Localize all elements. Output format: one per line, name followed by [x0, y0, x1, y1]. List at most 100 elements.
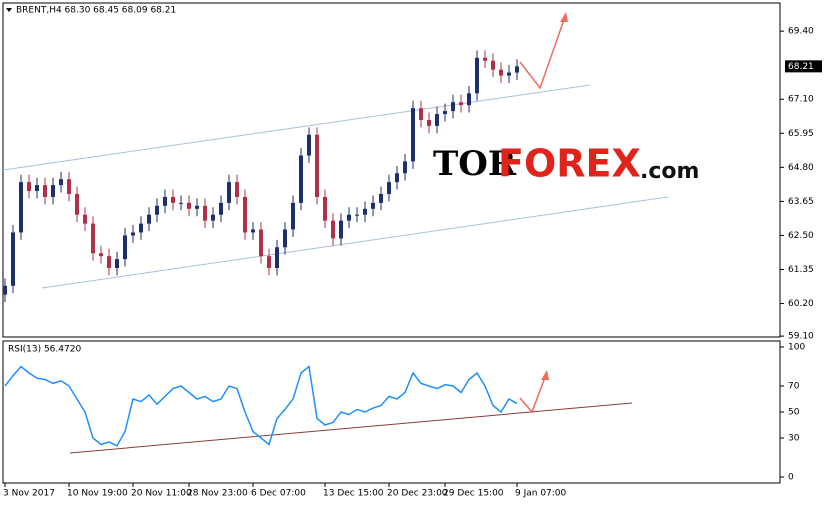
candle-body [91, 223, 95, 254]
x-tick-label: 20 Dec 23:00 [387, 489, 448, 499]
candle-body [75, 193, 79, 215]
rsi-trendline [69, 402, 633, 454]
y-tick-label: 64.80 [788, 163, 814, 173]
candle-body [51, 185, 55, 197]
candle-body [67, 179, 71, 194]
candle-body [123, 235, 127, 260]
y-tick-label: 0 [788, 473, 794, 483]
current-price-label: 68.21 [788, 62, 814, 72]
candle-body [147, 214, 151, 224]
candle-body [131, 232, 135, 236]
candle-body [411, 108, 415, 162]
candle-body [219, 202, 223, 215]
candle-body [515, 66, 519, 73]
channel-line [2, 84, 591, 171]
candle-body [363, 208, 367, 215]
watermark-part: .com [640, 159, 699, 184]
x-tick-label: 3 Nov 2017 [3, 489, 55, 499]
candle-body [155, 205, 159, 215]
candle-body [267, 256, 271, 269]
candle-body [195, 205, 199, 209]
candle-body [259, 229, 263, 257]
x-tick-label: 13 Dec 15:00 [323, 489, 384, 499]
rsi-line [4, 365, 518, 447]
candle-body [499, 69, 503, 76]
candle-body [323, 196, 327, 221]
candle-body [227, 182, 231, 203]
candle-body [371, 202, 375, 209]
candle-body [107, 256, 111, 269]
candle-body [83, 214, 87, 224]
y-tick-label: 62.50 [788, 231, 814, 241]
arrow-head [560, 12, 568, 22]
y-tick-label: 69.40 [788, 27, 814, 37]
candle-body [163, 196, 167, 206]
y-tick-label: 63.65 [788, 197, 814, 207]
forecast-arrow [519, 371, 548, 414]
watermark: TOR FOREX .com [433, 142, 699, 186]
candle-body [27, 182, 31, 192]
candle-body [235, 182, 239, 197]
candle-body [3, 285, 7, 295]
x-tick-label: 9 Jan 07:00 [515, 489, 567, 499]
y-tick-label: 70 [788, 381, 800, 391]
candle-body [299, 155, 303, 203]
candle-body [451, 102, 455, 112]
candle-body [115, 259, 119, 269]
watermark-part: FOREX [498, 142, 641, 186]
candle-body [11, 232, 15, 286]
x-tick-label: 20 Nov 11:00 [131, 489, 192, 499]
candle-body [179, 202, 183, 204]
candle-body [139, 223, 143, 233]
channel-line [41, 196, 669, 289]
candle-body [35, 185, 39, 192]
menu-icon [6, 8, 12, 12]
y-tick-label: 50 [788, 408, 800, 418]
candle-body [419, 108, 423, 120]
candle-body [43, 185, 47, 197]
candle-body [379, 193, 383, 203]
arrow-head [541, 370, 549, 380]
x-tick-label: 28 Nov 23:00 [187, 489, 248, 499]
x-tick-label: 6 Dec 07:00 [251, 489, 306, 499]
candle-body [203, 205, 207, 221]
candle-body [395, 173, 399, 183]
y-tick-label: 100 [788, 342, 805, 352]
y-tick-label: 67.10 [788, 95, 814, 105]
x-tick-label: 10 Nov 19:00 [67, 489, 128, 499]
candle-body [315, 134, 319, 197]
candle-body [443, 111, 447, 115]
candle-body [211, 214, 215, 221]
y-tick-label: 61.35 [788, 265, 814, 275]
candle-body [99, 253, 103, 257]
candle-body [283, 229, 287, 248]
candle-body [171, 196, 175, 203]
candle-body [347, 214, 351, 221]
y-tick-label: 60.20 [788, 299, 814, 309]
chart-title: BRENT,H4 68.30 68.45 68.09 68.21 [16, 6, 176, 16]
candle-body [187, 202, 191, 209]
candle-body [475, 57, 479, 94]
y-tick-label: 30 [788, 434, 800, 444]
candle-body [491, 60, 495, 70]
candle-body [435, 114, 439, 126]
candle-body [467, 93, 471, 106]
y-tick-label: 59.10 [788, 332, 814, 342]
candle-body [243, 196, 247, 233]
candle-body [507, 72, 511, 76]
candle-body [387, 182, 391, 194]
candle-body [483, 57, 487, 61]
forecast-arrow [519, 13, 567, 90]
candle-body [339, 220, 343, 239]
watermark-part: TOR [433, 144, 517, 184]
candle-body [427, 119, 431, 126]
x-tick-label: 29 Dec 15:00 [443, 489, 504, 499]
candle-body [403, 161, 407, 174]
candle-body [275, 247, 279, 269]
candle-body [291, 202, 295, 230]
candle-body [19, 182, 23, 233]
candle-body [59, 179, 63, 186]
candle-body [459, 102, 463, 106]
